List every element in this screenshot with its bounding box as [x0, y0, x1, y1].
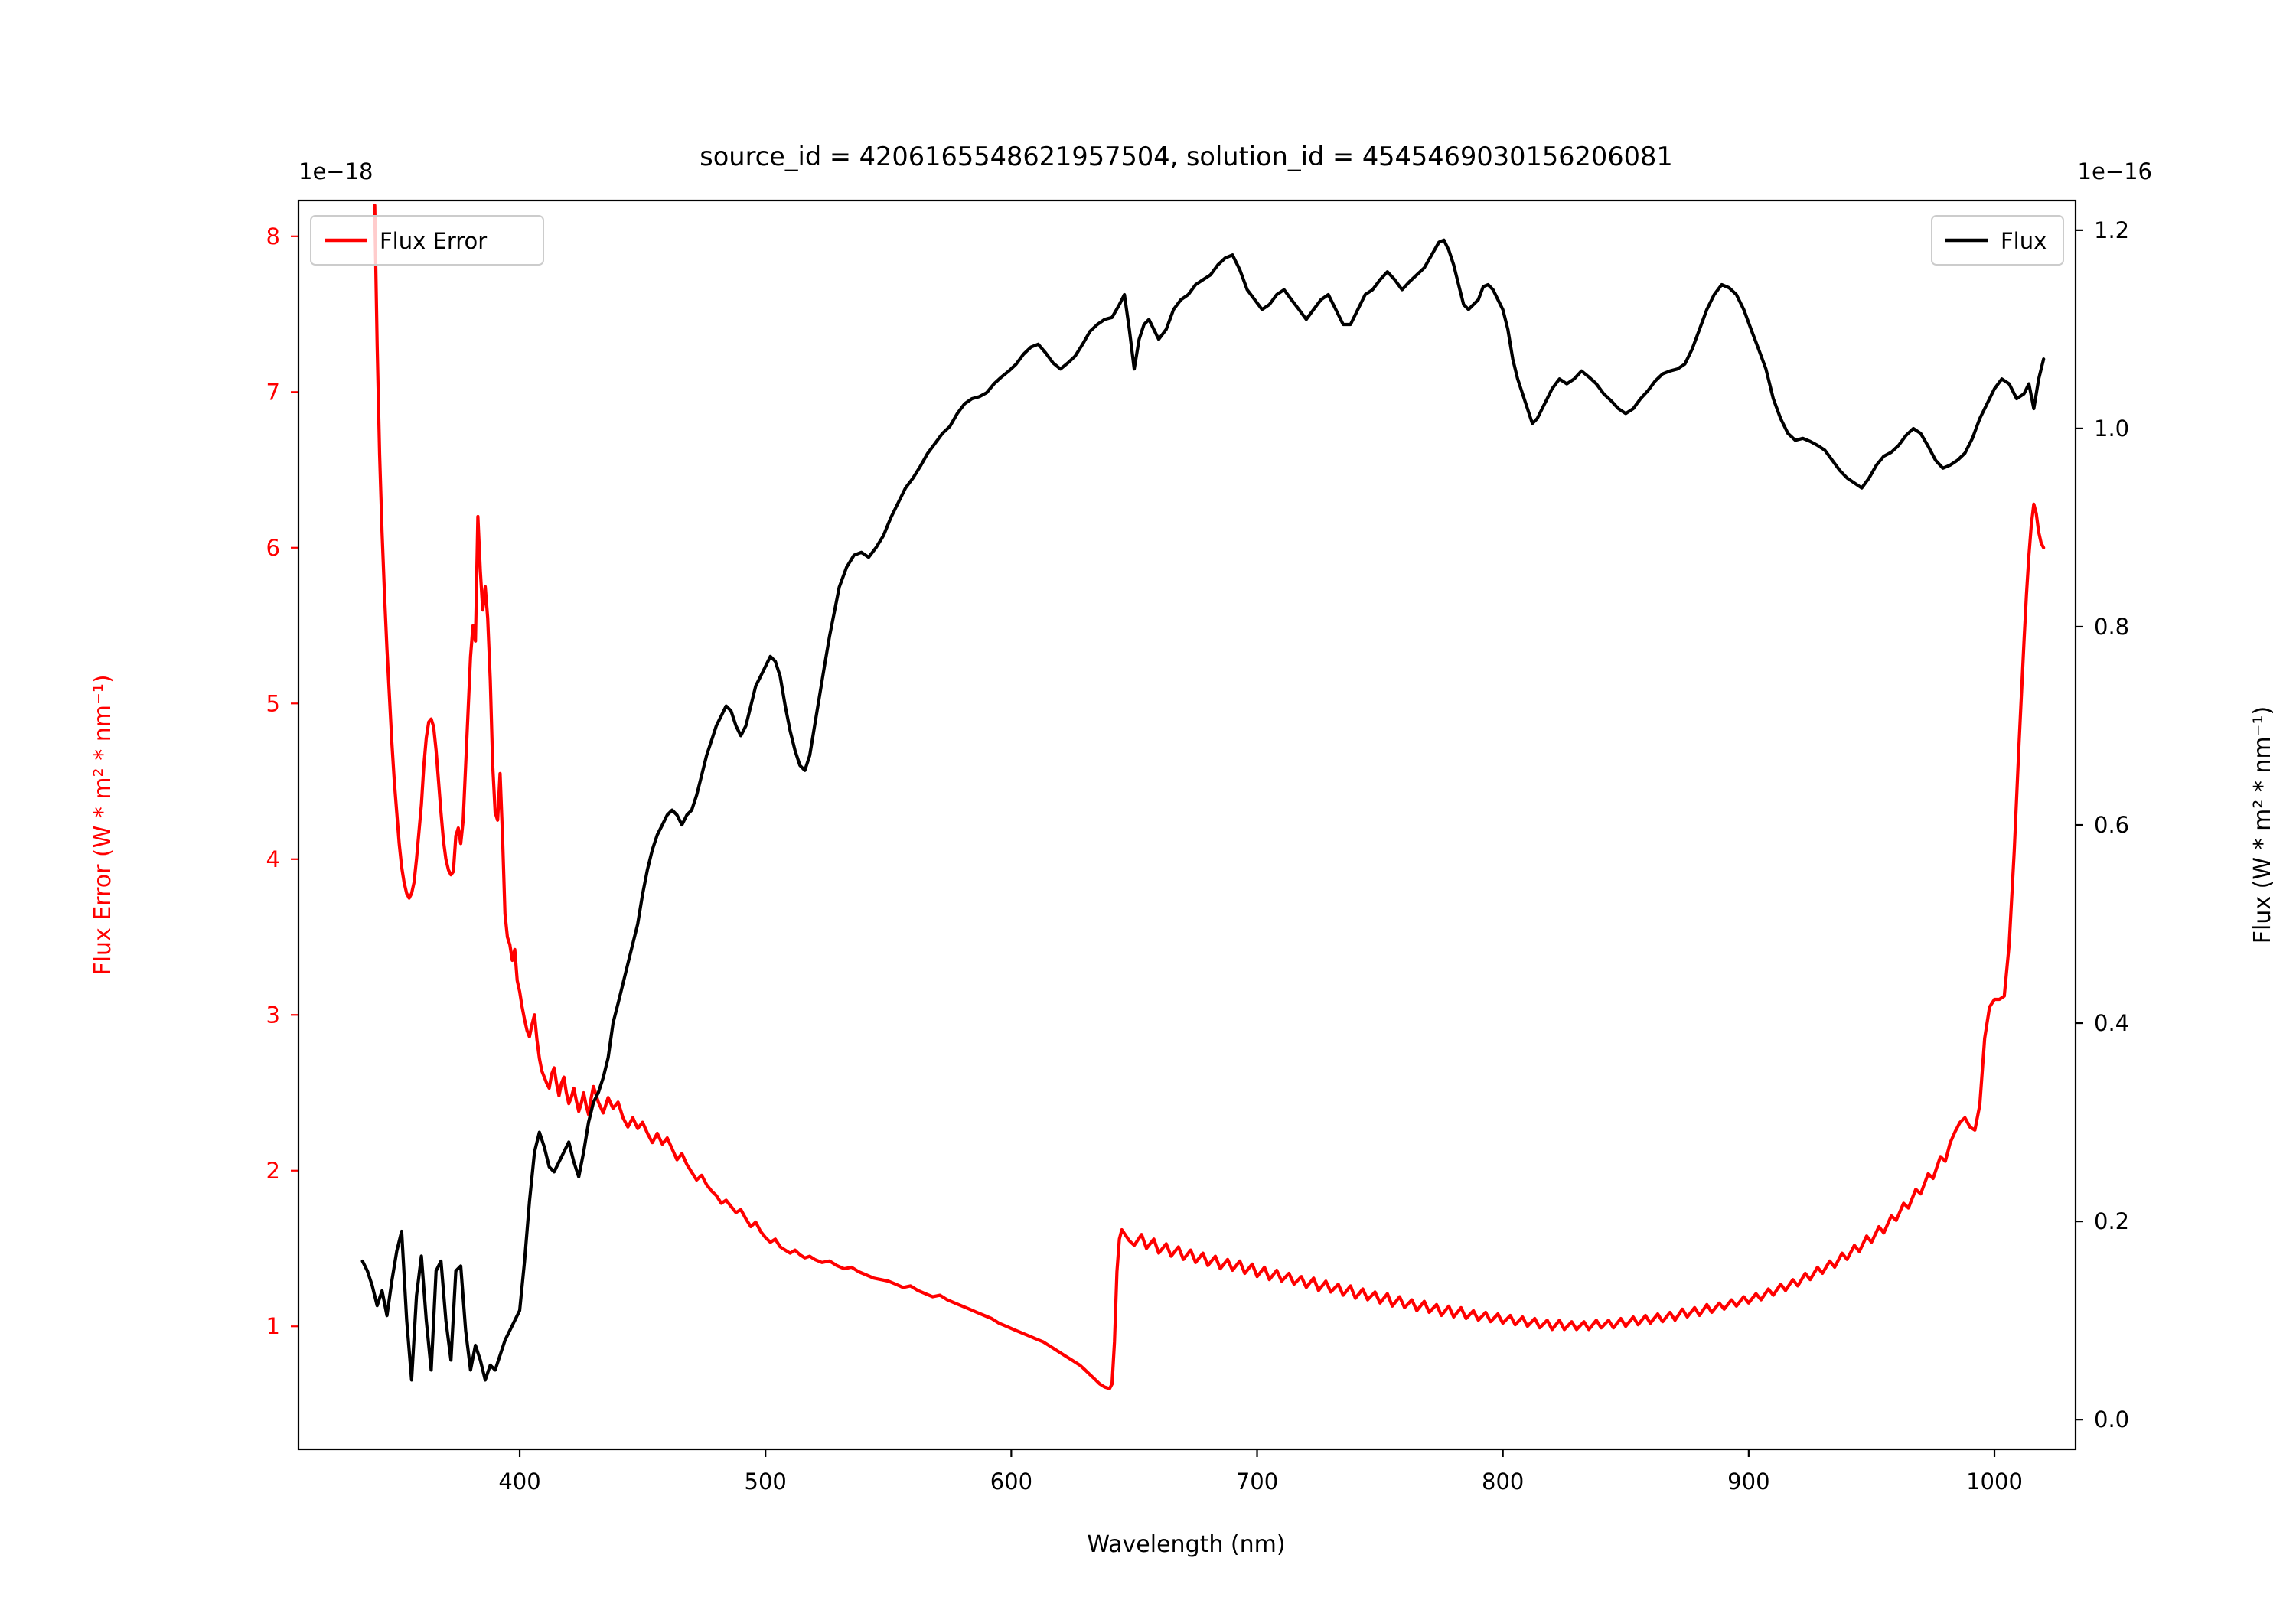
right-y-tick-label: 0.2	[2094, 1208, 2129, 1234]
right-y-tick-label: 0.4	[2094, 1010, 2129, 1036]
left-y-tick-label: 2	[266, 1158, 280, 1184]
right-y-tick-label: 1.0	[2094, 416, 2129, 442]
left-y-tick-label: 7	[266, 379, 280, 405]
right-y-tick-label: 0.0	[2094, 1407, 2129, 1433]
series-line-flux	[360, 238, 2046, 1382]
right-axis-offset-text: 1e−16	[2078, 158, 2153, 184]
legend-flux-error-box	[310, 215, 544, 266]
series-line-flux-error	[373, 204, 2046, 1390]
left-y-tick-label: 5	[266, 690, 280, 716]
x-tick-label: 500	[745, 1468, 787, 1495]
left-y-tick-label: 6	[266, 535, 280, 561]
right-y-tick-label: 1.2	[2094, 217, 2129, 243]
legend-flux-label: Flux	[2001, 228, 2047, 254]
axes-frame	[297, 199, 2077, 1451]
legend-flux-error: Flux Error	[310, 215, 544, 266]
x-tick-label: 600	[990, 1468, 1032, 1495]
x-axis-label: Wavelength (nm)	[1087, 1531, 1285, 1558]
series-layer	[360, 204, 2046, 1390]
left-y-tick-label: 8	[266, 223, 280, 249]
left-y-tick-label: 3	[266, 1002, 280, 1028]
ticks-layer: 400 500 600 700 800 900 1000 1 2 3 4 5 6 7 8 0.0 0.2 0.4 0…	[266, 217, 2130, 1495]
right-y-tick-label: 0.6	[2094, 812, 2129, 838]
legend-flux-error-label: Flux Error	[380, 228, 487, 254]
x-tick-label: 900	[1727, 1468, 1769, 1495]
chart-title: source_id = 4206165548621957504, solutio…	[700, 142, 1672, 171]
left-y-tick-label: 1	[266, 1313, 280, 1339]
x-tick-label: 700	[1236, 1468, 1278, 1495]
legend-flux: Flux	[1931, 215, 2064, 266]
legend-flux-box	[1931, 215, 2064, 266]
x-tick-label: 1000	[1966, 1468, 2023, 1495]
x-tick-label: 800	[1482, 1468, 1524, 1495]
left-axis-offset-text: 1e−18	[298, 158, 373, 184]
left-y-tick-label: 4	[266, 846, 280, 872]
right-y-axis-label: Flux (W * m² * nm⁻¹)	[2249, 706, 2276, 944]
x-tick-label: 400	[498, 1468, 540, 1495]
left-y-axis-label: Flux Error (W * m² * nm⁻¹)	[90, 674, 116, 975]
right-y-tick-label: 0.8	[2094, 614, 2129, 640]
